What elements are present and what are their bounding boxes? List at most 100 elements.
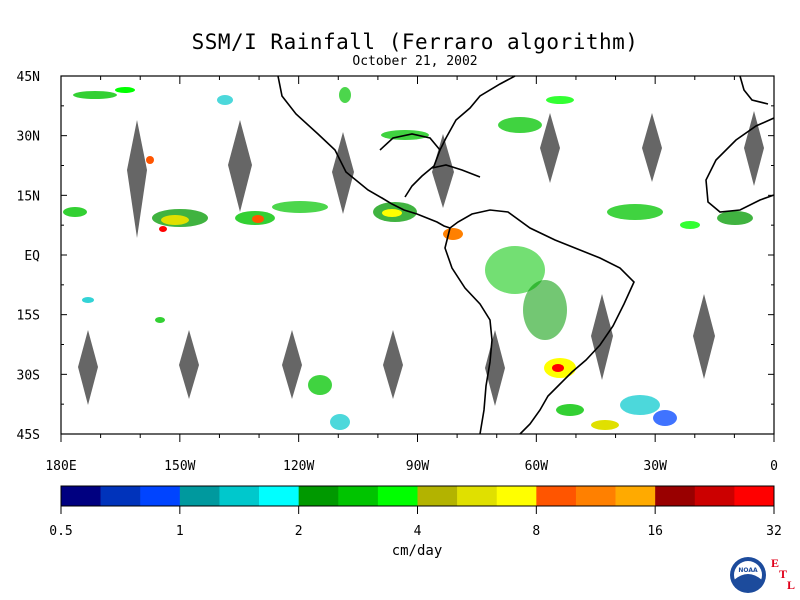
rain-patch [161, 215, 189, 225]
lon-tick-label: 30W [643, 459, 667, 474]
colorbar-swatch [496, 486, 537, 506]
colorbar-swatch [100, 486, 141, 506]
colorbar-tick-label: 4 [414, 524, 422, 539]
colorbar-unit-label: cm/day [392, 543, 443, 559]
swath-gap [282, 330, 302, 399]
rain-patch [63, 207, 87, 217]
colorbar-swatch [219, 486, 260, 506]
lon-tick-label: 120W [283, 459, 314, 474]
swath-gap [228, 120, 252, 212]
chart-title: SSM/I Rainfall (Ferraro algorithm) [191, 30, 639, 54]
rain-patch [680, 221, 700, 229]
colorbar-swatch [61, 486, 101, 506]
rain-patch [272, 201, 328, 213]
lon-tick-label: 90W [406, 459, 430, 474]
swath-gap [78, 330, 98, 405]
colorbar-swatch [536, 486, 577, 506]
coastline-east-us [439, 75, 516, 151]
colorbar-tick-label: 2 [295, 524, 303, 539]
colorbar-tick-label: 1 [176, 524, 184, 539]
rain-patch [252, 215, 264, 223]
colorbar-swatch [734, 486, 775, 506]
rain-patch [330, 414, 350, 430]
lat-tick-label: 30N [17, 130, 40, 145]
swath-gap [485, 330, 505, 406]
lon-tick-label: 60W [525, 459, 549, 474]
etl-logo: E T L [769, 556, 799, 592]
coastline-north-america [277, 75, 451, 229]
lat-tick-label: 45N [17, 70, 40, 85]
rain-patch [82, 297, 94, 303]
coastline-south-america-west [444, 227, 493, 435]
colorbar-swatch [140, 486, 181, 506]
swath-gap [332, 132, 354, 214]
rain-patch [653, 410, 677, 426]
lat-axis: 45N 30N 15N EQ 15S 30S 45S [17, 70, 774, 443]
etl-letter: E [771, 556, 780, 570]
rain-patch [73, 91, 117, 99]
lat-tick-label: 15S [17, 309, 40, 324]
colorbar-tick-label: 0.5 [49, 524, 72, 539]
map-plot-area [60, 75, 775, 435]
rain-patch [552, 364, 564, 372]
rain-patch [382, 209, 402, 217]
rain-patch [523, 280, 567, 340]
rain-patch [308, 375, 332, 395]
colorbar-swatch [417, 486, 458, 506]
swath-gap [432, 134, 454, 208]
colorbar-tick-label: 8 [532, 524, 540, 539]
rain-patch [443, 228, 463, 240]
rain-patch [717, 211, 753, 225]
coastline-cuba [431, 164, 481, 178]
map-frame-background [61, 76, 774, 434]
rain-patch [591, 420, 619, 430]
rain-patch [607, 204, 663, 220]
colorbar-swatch [457, 486, 498, 506]
colorbar-swatch [377, 486, 418, 506]
swath-gap [642, 113, 662, 182]
colorbar: 0.5 1 2 4 8 16 32 cm/day [49, 485, 782, 559]
lon-tick-label: 180E [45, 459, 76, 474]
swath-gap [591, 294, 613, 380]
etl-letter: L [787, 578, 796, 592]
swath-gap [179, 330, 199, 399]
colorbar-swatch [259, 486, 299, 506]
colorbar-swatch [338, 486, 379, 506]
rain-patch [498, 117, 542, 133]
rain-patch [115, 87, 135, 93]
swath-gap [540, 113, 560, 183]
colorbar-swatch [615, 486, 656, 506]
lat-tick-label: 45S [17, 428, 40, 443]
swath-gap [693, 294, 715, 379]
rain-patch [546, 96, 574, 104]
rain-patch [339, 87, 351, 103]
chart-subtitle: October 21, 2002 [352, 54, 478, 69]
lat-tick-label: EQ [24, 249, 40, 264]
rainfall-patches [63, 87, 753, 430]
noaa-logo: NOAA [730, 557, 766, 593]
colorbar-swatch [694, 486, 735, 506]
coastline-africa [705, 117, 775, 213]
noaa-logo-text: NOAA [738, 567, 758, 574]
lon-axis: 180E 150W 120W 90W 60W 30W 0 [45, 76, 778, 474]
lat-tick-label: 30S [17, 368, 40, 383]
lon-tick-label: 0 [770, 459, 778, 474]
swath-gap [127, 120, 147, 238]
rain-patch [146, 156, 154, 164]
swath-gap [383, 330, 403, 399]
colorbar-swatch [575, 486, 616, 506]
rain-patch [155, 317, 165, 323]
coastline-south-america [449, 209, 635, 435]
rain-patch [620, 395, 660, 415]
etl-letter: T [779, 567, 788, 581]
swath-gaps [78, 111, 764, 406]
colorbar-tick-label: 16 [647, 524, 663, 539]
colorbar-swatch [179, 486, 220, 506]
rain-patch [217, 95, 233, 105]
swath-gap [744, 111, 764, 186]
rain-patch [159, 226, 167, 232]
colorbar-swatch [298, 486, 339, 506]
rain-patch [485, 246, 545, 294]
rain-patch [556, 404, 584, 416]
